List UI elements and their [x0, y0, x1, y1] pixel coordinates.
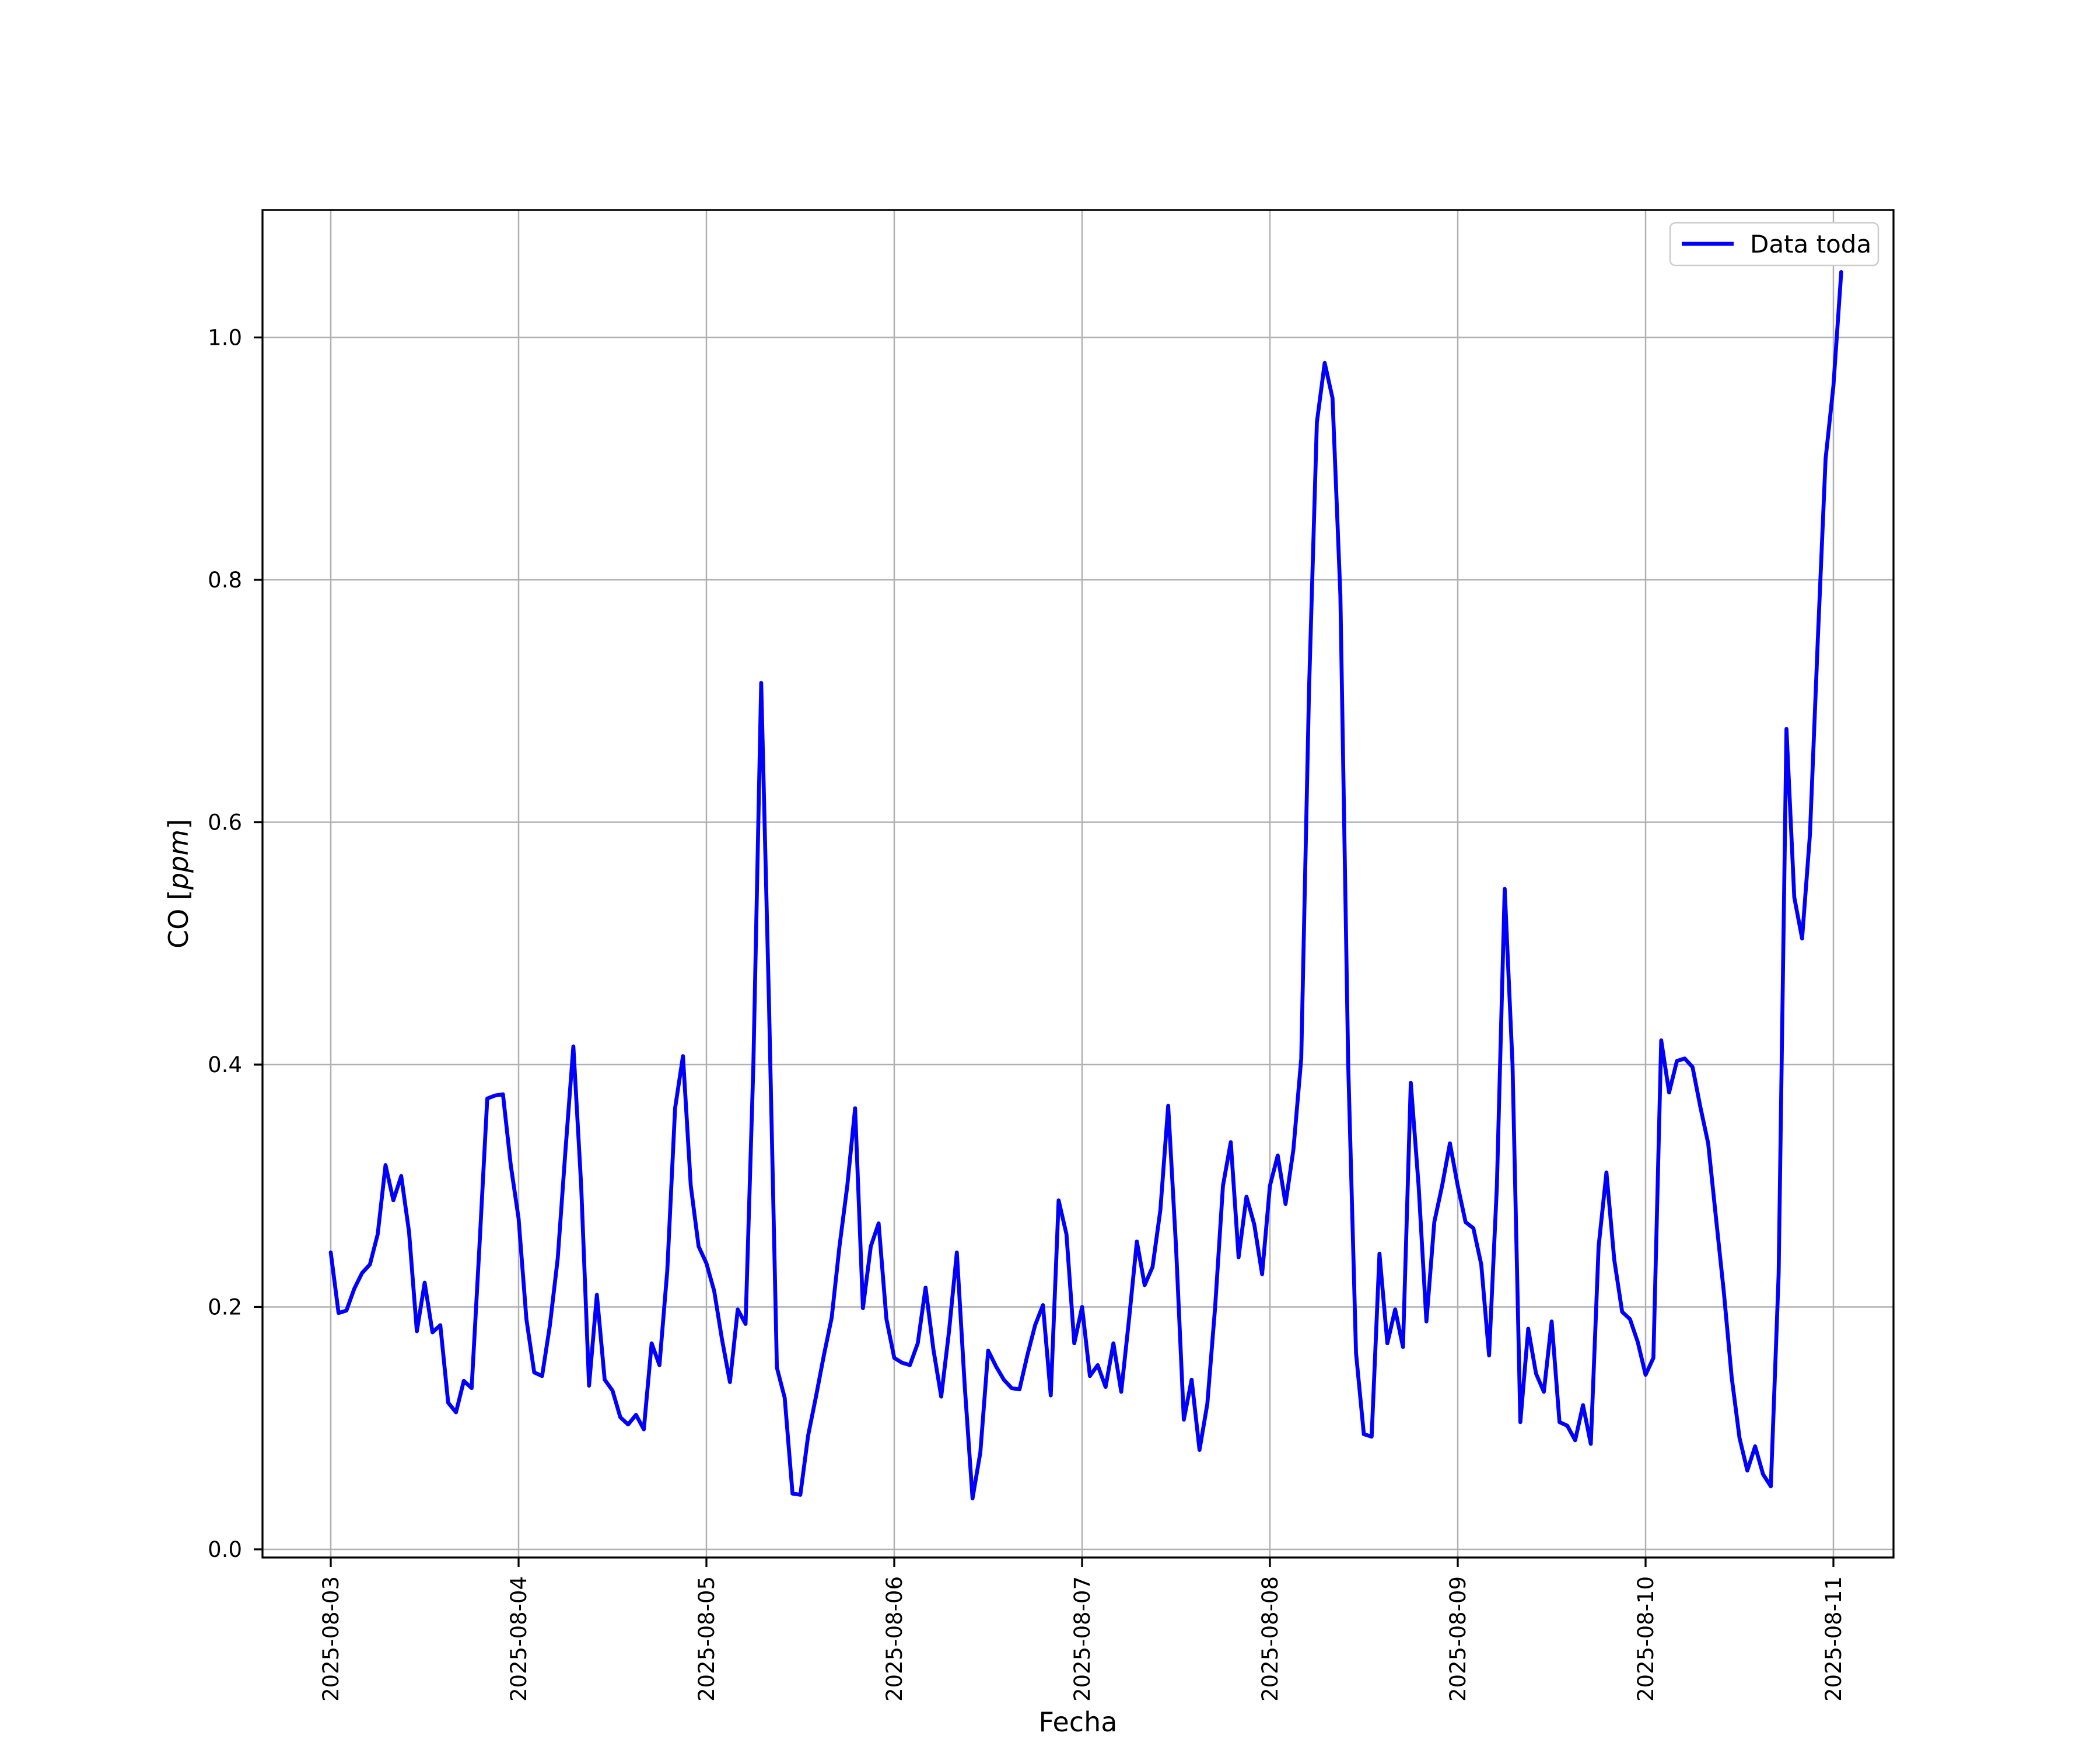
x-tick-label-2025-08-11: 2025-08-11 [1821, 1576, 1846, 1702]
y-axis-label-suffix: ] [163, 819, 194, 830]
legend-label: Data toda [1750, 230, 1871, 258]
y-tick-labels: 0.0 0.2 0.4 0.6 0.8 1.0 [208, 326, 242, 1563]
x-tick-label-2025-08-06: 2025-08-06 [882, 1576, 907, 1702]
y-tick-label-0.8: 0.8 [208, 568, 242, 593]
x-tick-label-2025-08-03: 2025-08-03 [318, 1576, 344, 1702]
grid-lines [262, 210, 1894, 1558]
x-tick-label-2025-08-10: 2025-08-10 [1633, 1576, 1658, 1702]
x-tick-label-2025-08-07: 2025-08-07 [1070, 1576, 1095, 1702]
y-tick-label-1.0: 1.0 [208, 326, 242, 351]
legend: Data toda [1669, 222, 1880, 267]
x-tick-label-2025-08-09: 2025-08-09 [1446, 1576, 1471, 1702]
y-axis-label: CO [ppm] [163, 819, 194, 949]
x-tick-label-2025-08-05: 2025-08-05 [694, 1576, 719, 1702]
axis-tick-marks [254, 336, 1835, 1567]
x-axis-label: Fecha [1039, 1706, 1118, 1738]
x-tick-labels: 2025-08-03 2025-08-04 2025-08-05 2025-08-06… [318, 1576, 1846, 1702]
x-tick-label-2025-08-04: 2025-08-04 [506, 1576, 531, 1702]
y-axis-label-prefix: CO [ [163, 890, 194, 949]
y-tick-label-0.4: 0.4 [208, 1052, 242, 1077]
legend-frame [1669, 222, 1880, 267]
x-tick-label-2025-08-08: 2025-08-08 [1258, 1576, 1283, 1702]
y-tick-label-0.6: 0.6 [208, 810, 242, 835]
axes-frame [261, 209, 1895, 1559]
y-tick-label-0.0: 0.0 [208, 1537, 242, 1562]
series-line-data-toda [328, 270, 1843, 1501]
y-tick-label-0.2: 0.2 [208, 1295, 242, 1320]
y-axis-label-units: ppm [163, 830, 194, 890]
data-series-layer [328, 270, 1843, 1501]
